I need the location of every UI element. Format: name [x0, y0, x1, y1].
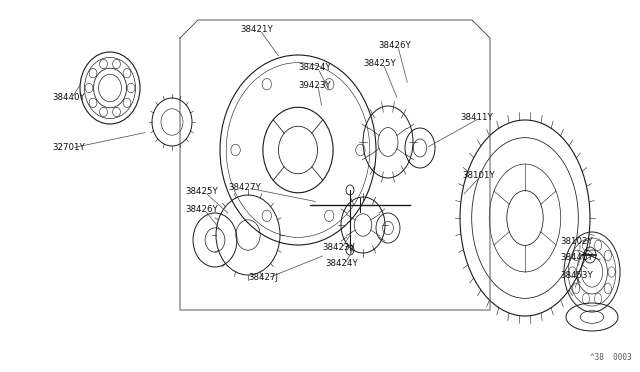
Text: ^38  0003: ^38 0003 [590, 353, 632, 362]
Text: 38426Y: 38426Y [378, 42, 411, 51]
Text: 38427J: 38427J [248, 273, 278, 282]
Text: 38440Y: 38440Y [52, 93, 84, 103]
Text: 38424Y: 38424Y [298, 64, 331, 73]
Text: 38421Y: 38421Y [240, 26, 273, 35]
Text: 38453Y: 38453Y [560, 272, 593, 280]
Text: 38424Y: 38424Y [325, 260, 358, 269]
Text: 38425Y: 38425Y [185, 187, 218, 196]
Text: 38426Y: 38426Y [185, 205, 218, 215]
Text: 38425Y: 38425Y [363, 58, 396, 67]
Text: 38423Y: 38423Y [322, 244, 355, 253]
Text: 38411Y: 38411Y [460, 113, 493, 122]
Text: 38440Y: 38440Y [560, 253, 593, 263]
Text: 38102Y: 38102Y [560, 237, 593, 247]
Text: 32701Y: 32701Y [52, 144, 84, 153]
Text: 38101Y: 38101Y [462, 170, 495, 180]
Text: 38427Y: 38427Y [228, 183, 260, 192]
Text: 39423Y: 39423Y [298, 80, 331, 90]
